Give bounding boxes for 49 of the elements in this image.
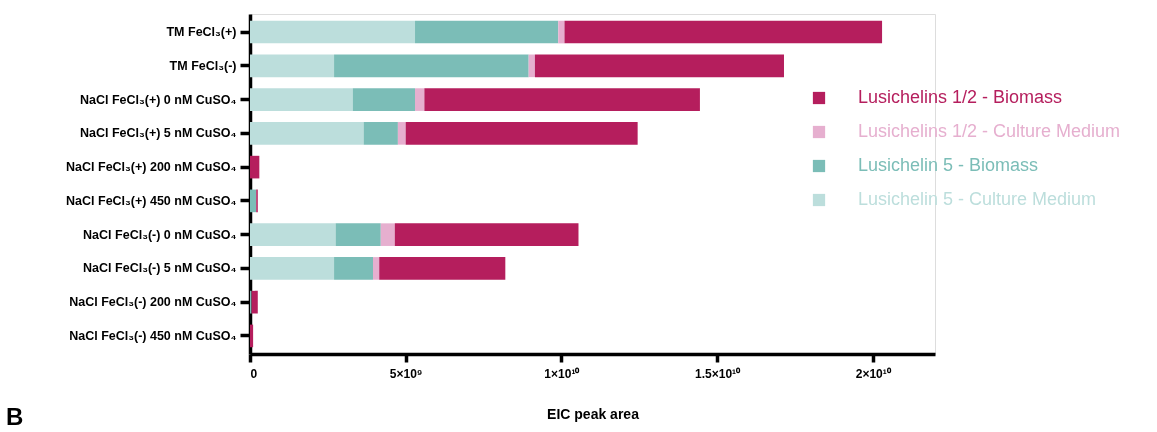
bar bbox=[250, 324, 254, 348]
bar bbox=[334, 257, 373, 280]
y-tick-label: NaCl FeCl₃(-) 200 nM CuSO₄ bbox=[69, 295, 237, 310]
bar bbox=[424, 88, 700, 111]
bar bbox=[250, 88, 353, 111]
bar bbox=[250, 54, 335, 78]
bar bbox=[250, 155, 260, 179]
bar bbox=[250, 122, 364, 145]
bar bbox=[372, 257, 380, 280]
bar bbox=[379, 257, 506, 280]
legend-label: Lusichelins 1/2 - Culture Medium bbox=[858, 121, 1121, 141]
bar bbox=[415, 88, 425, 111]
bar bbox=[334, 54, 529, 78]
bar bbox=[564, 20, 883, 44]
x-tick-label: 0 bbox=[250, 366, 258, 381]
bar bbox=[363, 122, 398, 145]
bar bbox=[335, 223, 381, 246]
y-tick-label: NaCl FeCl₃(+) 0 nM CuSO₄ bbox=[79, 92, 237, 107]
y-tick-label: NaCl FeCl₃(-) 5 nM CuSO₄ bbox=[83, 261, 237, 276]
bar bbox=[415, 20, 559, 44]
bar bbox=[528, 54, 535, 78]
y-tick-label: TM FeCl₃(-) bbox=[169, 58, 237, 73]
bar bbox=[380, 223, 395, 246]
bar bbox=[352, 88, 416, 111]
bar bbox=[250, 189, 257, 213]
bar bbox=[558, 20, 565, 44]
x-axis-title: EIC peak area bbox=[547, 405, 640, 422]
bar bbox=[251, 290, 258, 314]
bar bbox=[534, 54, 784, 78]
bar bbox=[250, 257, 335, 280]
x-tick-label: 2×10¹⁰ bbox=[855, 366, 892, 381]
y-tick-label: NaCl FeCl₃(+) 200 nM CuSO₄ bbox=[66, 160, 237, 175]
bar bbox=[250, 20, 416, 44]
y-tick-label: NaCl FeCl₃(-) 0 nM CuSO₄ bbox=[83, 227, 237, 242]
bar bbox=[397, 122, 406, 145]
x-tick-label: 5×10⁹ bbox=[389, 366, 423, 381]
bar bbox=[405, 122, 638, 145]
legend-label: Lusichelins 1/2 - Biomass bbox=[858, 87, 1063, 107]
y-tick-label: TM FeCl₃(+) bbox=[166, 25, 237, 40]
x-tick-label: 1×10¹⁰ bbox=[544, 366, 581, 381]
y-tick-label: NaCl FeCl₃(-) 450 nM CuSO₄ bbox=[69, 328, 237, 343]
y-tick-label: NaCl FeCl₃(+) 450 nM CuSO₄ bbox=[66, 193, 237, 208]
legend-label: Lusichelin 5 - Culture Medium bbox=[858, 189, 1097, 209]
text: B bbox=[6, 403, 24, 430]
bar bbox=[250, 223, 336, 246]
x-tick-label: 1.5×10¹⁰ bbox=[695, 366, 742, 381]
bar bbox=[394, 223, 579, 246]
y-tick-label: NaCl FeCl₃(+) 5 nM CuSO₄ bbox=[79, 126, 237, 141]
legend-label: Lusichelin 5 - Biomass bbox=[858, 155, 1039, 175]
